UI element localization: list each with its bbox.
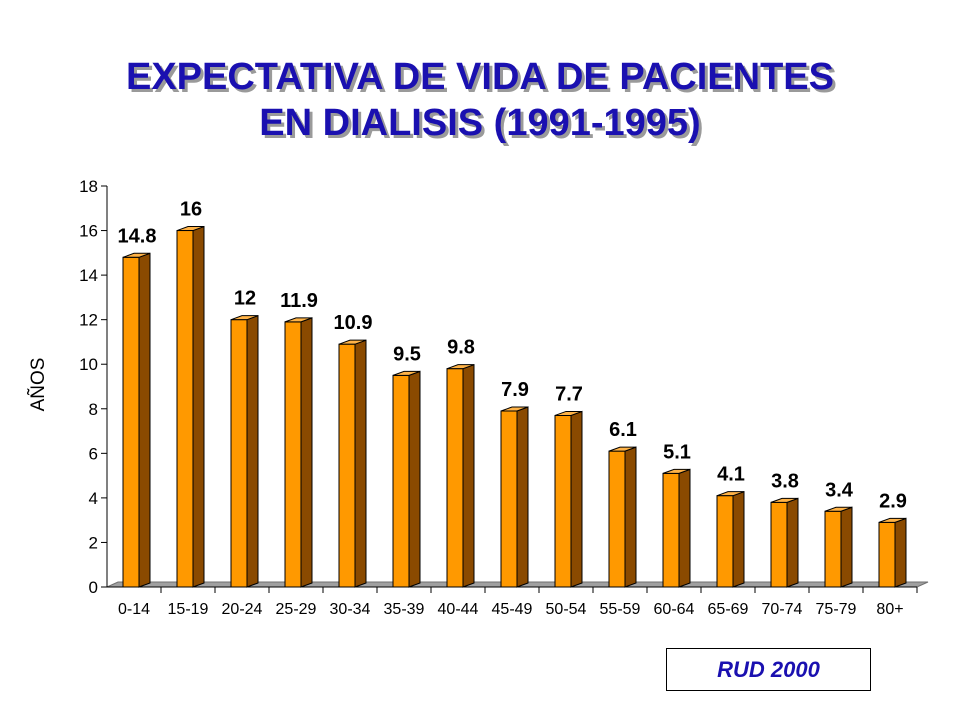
bar-front xyxy=(554,414,572,588)
bar-side xyxy=(678,468,691,588)
x-tick-label: 65-69 xyxy=(708,601,749,618)
bar-data-label: 5.1 xyxy=(663,441,691,463)
bar-data-label: 7.7 xyxy=(555,383,583,405)
bar-side xyxy=(732,490,745,588)
y-axis-label: AÑOS xyxy=(27,358,49,412)
bar-front xyxy=(338,343,356,588)
bar-side xyxy=(894,517,907,588)
bar-side xyxy=(786,497,799,588)
x-tick-label: 0-14 xyxy=(118,601,150,618)
bar-side xyxy=(408,370,421,588)
bar-side xyxy=(246,314,259,588)
y-tick-label: 2 xyxy=(89,533,98,552)
source-label: RUD 2000 xyxy=(666,648,871,691)
x-tick-label: 50-54 xyxy=(546,601,587,618)
bar-top xyxy=(122,252,151,258)
x-tick-label: 35-39 xyxy=(384,601,425,618)
bar-top xyxy=(770,497,799,503)
bar-front xyxy=(500,410,518,588)
bar-front xyxy=(176,230,194,588)
bar-front xyxy=(770,501,788,588)
y-tick-label: 16 xyxy=(79,222,98,241)
bar-data-label: 7.9 xyxy=(501,379,529,401)
x-tick-label: 30-34 xyxy=(330,601,371,618)
x-tick-label: 70-74 xyxy=(762,601,803,618)
bar-front xyxy=(284,321,302,588)
bar-top xyxy=(338,339,367,345)
bar-data-label: 4.1 xyxy=(717,464,745,486)
bar-front xyxy=(230,319,248,588)
bar-front xyxy=(716,495,734,588)
bar-side xyxy=(462,363,475,588)
bar-side xyxy=(192,225,205,588)
bar-front xyxy=(662,472,680,588)
bar-top xyxy=(608,446,637,452)
bar-top xyxy=(230,315,259,321)
bar-data-label: 10.9 xyxy=(334,312,373,334)
bar-top xyxy=(716,491,745,497)
x-tick-label: 15-19 xyxy=(168,601,209,618)
bar-side xyxy=(354,339,367,588)
bar-side xyxy=(624,446,637,588)
bar-top xyxy=(284,317,313,323)
bar-top xyxy=(176,226,205,232)
bar-side xyxy=(570,410,583,588)
y-tick-label: 18 xyxy=(79,177,98,196)
bar-front xyxy=(446,368,464,588)
bar-top xyxy=(392,370,421,376)
bar-data-label: 3.4 xyxy=(825,479,854,501)
bar-top xyxy=(554,410,583,416)
y-tick-label: 12 xyxy=(79,311,98,330)
bar-front xyxy=(392,374,410,588)
chart-title-line-1: EXPECTATIVA DE VIDA DE PACIENTES xyxy=(125,56,834,98)
x-tick-label: 60-64 xyxy=(654,601,695,618)
x-tick-label: 20-24 xyxy=(222,601,263,618)
y-tick-label: 6 xyxy=(89,444,98,463)
chart-title-line-2: EN DIALISIS (1991-1995) xyxy=(259,102,701,144)
y-tick-label: 14 xyxy=(79,266,98,285)
y-tick-label: 10 xyxy=(79,355,98,374)
bar-data-label: 12 xyxy=(234,288,256,310)
x-tick-label: 55-59 xyxy=(600,601,641,618)
bar-front xyxy=(824,510,842,588)
bar-top xyxy=(500,406,529,412)
bar-data-label: 14.8 xyxy=(118,225,157,247)
bar-front xyxy=(878,521,896,588)
bar-front xyxy=(608,450,626,588)
bar-data-label: 3.8 xyxy=(771,470,799,492)
x-tick-label: 25-29 xyxy=(276,601,317,618)
bar-data-label: 6.1 xyxy=(609,419,637,441)
bar-side xyxy=(138,252,151,588)
y-tick-label: 4 xyxy=(89,489,98,508)
bar-data-label: 9.8 xyxy=(447,337,475,359)
bar-top xyxy=(878,517,907,523)
x-tick-label: 45-49 xyxy=(492,601,533,618)
y-tick-label: 0 xyxy=(89,578,98,597)
bar-top xyxy=(446,364,475,370)
bar-data-label: 11.9 xyxy=(280,290,318,312)
bar-data-label: 2.9 xyxy=(879,490,907,512)
bar-side xyxy=(840,506,853,588)
x-tick-label: 75-79 xyxy=(816,601,857,618)
bar-data-label: 9.5 xyxy=(393,343,421,365)
x-tick-label: 40-44 xyxy=(438,601,479,618)
bar-front xyxy=(122,256,140,588)
y-tick-label: 8 xyxy=(89,400,98,419)
bar-side xyxy=(300,317,313,588)
bar-top xyxy=(824,506,853,512)
bar-top xyxy=(662,468,691,474)
bar-side xyxy=(516,406,529,588)
x-tick-label: 80+ xyxy=(876,601,903,618)
bar-data-label: 16 xyxy=(180,199,202,221)
